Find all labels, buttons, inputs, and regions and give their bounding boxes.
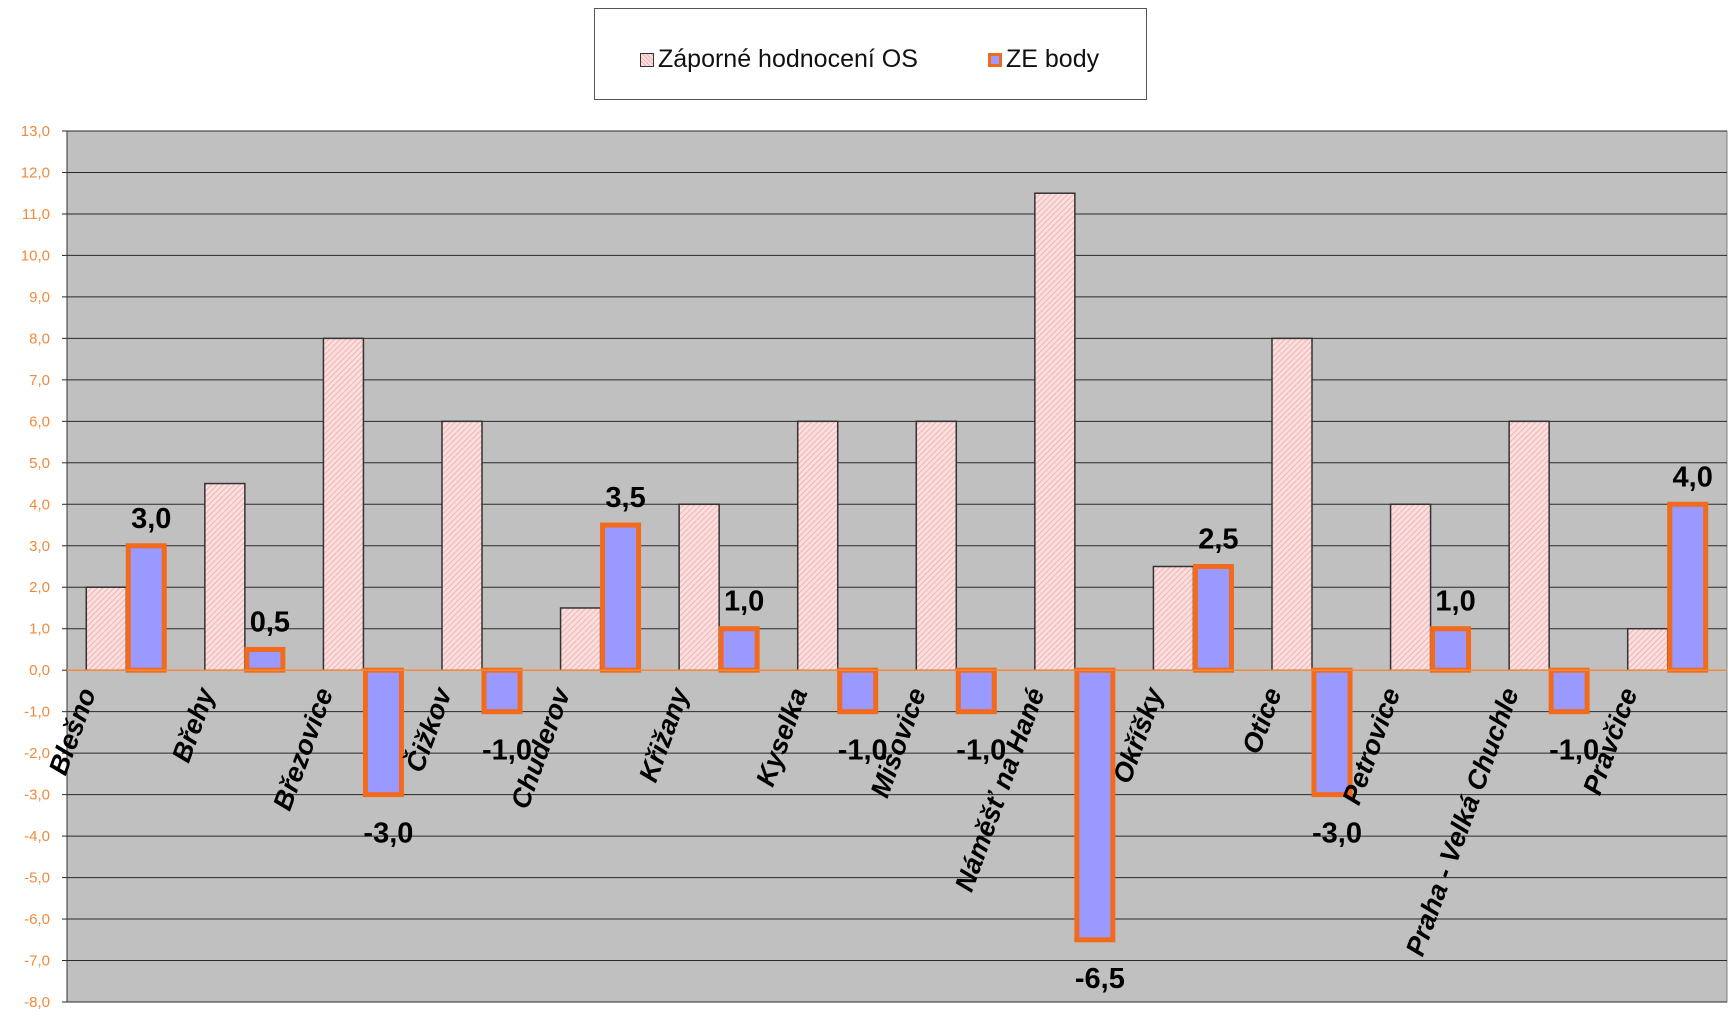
- y-tick-label: 10,0: [21, 247, 50, 264]
- bar-os: [1034, 192, 1076, 671]
- plot-background: [66, 130, 1728, 1003]
- bar-ze: [1430, 626, 1472, 673]
- bar-os: [796, 420, 839, 671]
- bar-ze: [837, 667, 879, 715]
- bar-os: [1508, 420, 1550, 671]
- bar-os: [559, 607, 602, 671]
- bar-os: [85, 586, 128, 671]
- y-tick-label: 6,0: [29, 413, 50, 430]
- bar-ze: [600, 522, 642, 673]
- data-label-ze: -1,0: [1549, 735, 1599, 767]
- y-tick-label: 12,0: [21, 164, 50, 181]
- bar-os: [1389, 503, 1432, 671]
- bar-os: [322, 337, 365, 671]
- bar-ze: [955, 667, 997, 715]
- data-label-ze: -1,0: [838, 735, 888, 767]
- legend-label-os: Záporné hodnocení OS: [658, 45, 918, 73]
- bar-os: [678, 503, 720, 671]
- bar-ze: [1311, 667, 1353, 798]
- y-tick-label: -6,0: [24, 911, 50, 928]
- data-label-ze: 4,0: [1673, 461, 1713, 493]
- y-tick-label: 0,0: [29, 662, 50, 679]
- bar-ze: [362, 667, 404, 798]
- bar-ze: [718, 626, 760, 673]
- y-tick-label: -3,0: [24, 787, 50, 804]
- y-tick-label: 7,0: [29, 372, 50, 389]
- data-label-ze: -3,0: [1312, 818, 1362, 850]
- y-tick-label: 11,0: [22, 206, 50, 223]
- legend-item-os: Záporné hodnocení OS: [640, 45, 918, 74]
- y-tick-label: 9,0: [29, 289, 50, 306]
- y-tick-label: -4,0: [24, 828, 50, 845]
- data-label-ze: 2,5: [1198, 524, 1238, 556]
- y-tick-label: -5,0: [24, 870, 50, 887]
- data-label-ze: -1,0: [482, 735, 532, 767]
- y-tick-label: -2,0: [24, 745, 50, 762]
- legend-swatch-ze: [988, 52, 1002, 67]
- legend: Záporné hodnocení OS ZE body: [594, 8, 1147, 100]
- data-label-ze: 1,0: [724, 586, 764, 618]
- data-label-ze: 3,0: [131, 503, 171, 535]
- y-tick-label: 1,0: [29, 621, 50, 638]
- y-tick-label: 4,0: [29, 496, 50, 513]
- y-tick-label: -7,0: [24, 953, 50, 970]
- legend-swatch-os: [640, 52, 654, 67]
- legend-item-ze: ZE body: [988, 45, 1099, 74]
- y-tick-label: 13,0: [21, 123, 50, 140]
- y-tick-label: -8,0: [24, 994, 50, 1009]
- bar-ze: [1548, 667, 1590, 715]
- bar-os: [204, 482, 246, 671]
- data-label-ze: -6,5: [1075, 963, 1125, 995]
- bar-os: [1271, 337, 1313, 671]
- data-label-ze: -1,0: [956, 735, 1006, 767]
- data-label-ze: 0,5: [250, 606, 290, 638]
- bar-os: [1626, 627, 1669, 671]
- data-label-ze: 3,5: [605, 482, 645, 514]
- bar-ze: [1074, 667, 1116, 943]
- data-label-ze: -3,0: [363, 818, 413, 850]
- y-tick-label: 8,0: [29, 330, 50, 347]
- y-tick-label: 3,0: [29, 538, 50, 555]
- bar-os: [915, 420, 958, 671]
- data-label-ze: 1,0: [1435, 586, 1475, 618]
- bar-ze: [125, 543, 167, 673]
- y-tick-label: -1,0: [24, 704, 50, 721]
- bar-os: [441, 420, 483, 671]
- bar-ze: [481, 667, 523, 715]
- bar-ze: [244, 646, 286, 673]
- bar-ze: [1192, 564, 1234, 673]
- bar-os: [1152, 565, 1195, 671]
- y-tick-label: 2,0: [29, 579, 50, 596]
- y-tick-label: 5,0: [29, 455, 50, 472]
- bar-ze: [1667, 501, 1709, 673]
- legend-label-ze: ZE body: [1006, 45, 1100, 73]
